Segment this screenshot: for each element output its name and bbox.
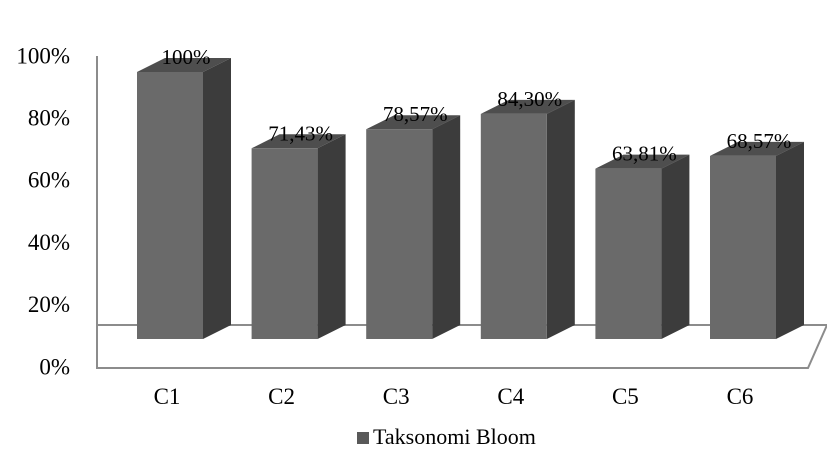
bar-c6 [710,141,804,339]
data-label: 68,57% [727,129,792,153]
bar-top-face [480,99,575,114]
bar-top-face [137,58,231,72]
y-tick-label: 20% [28,292,70,317]
y-tick-label: 80% [28,105,70,130]
bar-c4 [480,99,575,339]
y-tick-label: 60% [28,168,70,193]
floor-outline [96,324,827,369]
bar-c1 [137,58,231,339]
legend: Taksonomi Bloom [357,424,536,449]
bar-top-face [251,134,346,149]
legend-swatch [357,432,369,444]
x-tick-label: C6 [727,384,754,409]
bar-side-face [661,154,690,339]
data-label: 78,57% [383,102,448,126]
x-tick-label: C1 [154,384,181,409]
bar-top-face [710,141,804,156]
data-label: 63,81% [612,142,677,166]
x-axis-category-labels: C1 C2 C3 C4 C5 C6 [154,384,754,409]
bar-top-face [595,154,690,169]
x-tick-label: C2 [268,384,295,409]
x-tick-label: C5 [612,384,639,409]
chart-axes [96,56,827,369]
bar-c2 [251,134,346,339]
y-tick-label: 100% [16,43,70,68]
bar-side-face [546,99,575,339]
bar-front-face [595,168,662,339]
bar-front-face [137,72,203,339]
bar-top-face [366,115,461,130]
legend-label: Taksonomi Bloom [373,424,536,449]
bar-side-face [317,134,346,339]
x-tick-label: C3 [383,384,410,409]
bar-front-face [251,148,318,339]
data-label: 71,43% [268,121,333,145]
data-label: 100% [162,45,211,69]
bar-c3 [366,115,461,339]
bar-front-face [366,129,433,339]
y-tick-label: 40% [28,230,70,255]
bar-side-face [776,141,804,339]
data-label: 84,30% [497,87,562,111]
bars [137,58,804,339]
bar-front-face [480,113,547,339]
bar-side-face [432,115,461,339]
y-tick-label: 0% [39,354,70,379]
x-tick-label: C4 [497,384,524,409]
data-labels: 100% 71,43% 78,57% 84,30% 63,81% 68,57% [162,45,792,166]
bar-side-face [203,58,231,339]
bar-c5 [595,154,690,339]
bar-front-face [710,155,776,339]
y-axis-tick-labels: 0% 20% 40% 60% 80% 100% [16,43,70,379]
